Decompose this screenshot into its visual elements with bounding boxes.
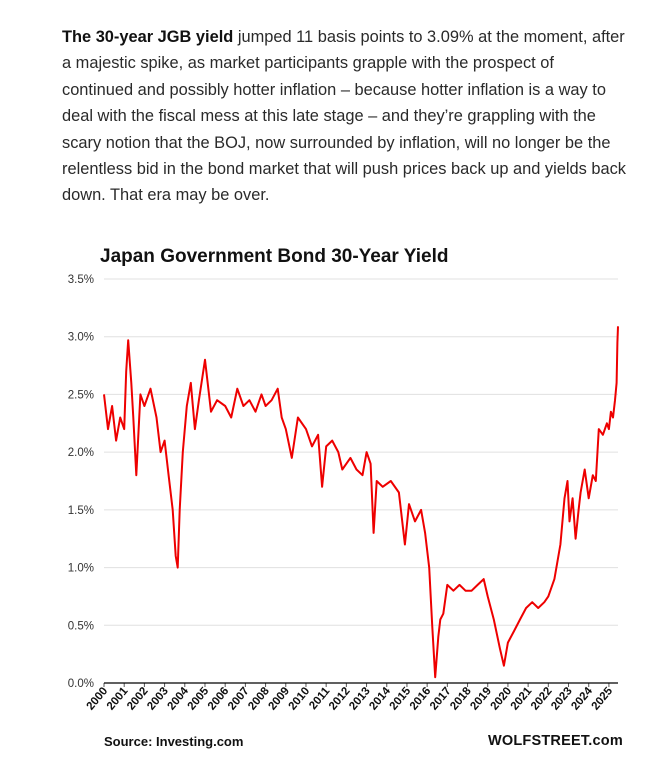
article-body-text: jumped 11 basis points to 3.09% at the m… [62,28,626,205]
x-tick-label: 2019 [468,685,494,712]
brand-logo-text: WOLFSTREET.com [488,733,623,749]
x-tick-label: 2007 [226,685,252,712]
x-tick-label: 2010 [287,685,313,712]
x-tick-label: 2013 [347,685,373,712]
y-tick-label: 0.0% [68,678,94,690]
x-tick-label: 2001 [105,685,131,713]
chart-gridlines [104,278,618,626]
x-tick-label: 2014 [367,685,393,713]
x-tick-label: 2023 [549,685,575,712]
x-tick-label: 2018 [448,685,474,713]
x-tick-label: 2008 [246,685,272,713]
x-tick-label: 2012 [327,685,353,712]
y-tick-label: 0.5% [68,620,94,632]
x-tick-label: 2022 [529,685,555,712]
jgb-30y-yield-line [103,326,619,679]
x-tick-label: 2002 [125,685,151,712]
y-tick-label: 1.5% [68,505,94,517]
y-axis-tick-labels: 0.0% 0.5% 1.0% 1.5% 2.0% 2.5% 3.0% 3.5% [68,274,94,690]
x-tick-label: 2003 [145,685,171,712]
y-tick-label: 1.0% [68,563,94,575]
x-tick-label: 2024 [569,685,595,713]
x-tick-label: 2021 [509,685,535,713]
x-tick-label: 2015 [388,685,414,713]
x-tick-label: 2004 [165,685,191,713]
y-tick-label: 3.0% [68,332,94,344]
y-tick-label: 2.0% [68,447,94,459]
x-tick-label: 2020 [489,685,515,712]
article-lead-bold: The 30-year JGB yield [62,28,234,46]
y-tick-label: 2.5% [68,389,94,401]
x-tick-label: 2016 [408,685,434,712]
chart-title: Japan Government Bond 30-Year Yield [100,246,449,267]
x-tick-label: 2009 [266,685,292,712]
x-tick-label: 2006 [206,685,232,712]
x-tick-label: 2025 [590,685,616,713]
source-credit: Source: Investing.com [104,734,244,749]
x-tick-label: 2017 [428,685,454,712]
x-tick-label: 2011 [307,685,333,712]
x-axis-tick-labels: 2000200120022003200420052006200720082009… [85,683,616,713]
article-paragraph: The 30-year JGB yield jumped 11 basis po… [62,24,627,209]
x-tick-label: 2005 [186,685,212,713]
y-tick-label: 3.5% [68,274,94,286]
